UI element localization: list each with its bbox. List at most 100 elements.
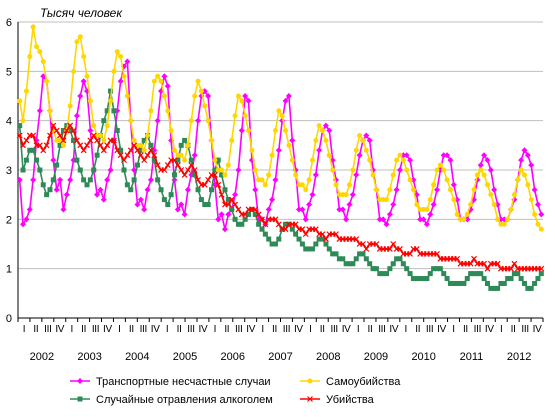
data-point bbox=[30, 176, 37, 183]
data-point bbox=[299, 206, 306, 213]
data-point bbox=[431, 266, 437, 272]
data-point bbox=[128, 118, 134, 124]
data-point bbox=[154, 162, 161, 168]
quarter-label: III bbox=[378, 324, 385, 335]
data-point bbox=[137, 196, 144, 203]
data-point bbox=[131, 137, 137, 143]
data-point bbox=[316, 123, 322, 129]
data-point bbox=[90, 132, 97, 139]
quarter-label: II bbox=[320, 324, 325, 335]
data-point bbox=[124, 58, 131, 65]
data-point bbox=[222, 172, 228, 178]
year-label: 2006 bbox=[221, 351, 245, 363]
data-point bbox=[289, 137, 296, 144]
data-point bbox=[182, 157, 188, 163]
data-point bbox=[121, 157, 127, 164]
data-point bbox=[57, 142, 63, 148]
quarter-label: III bbox=[283, 324, 290, 335]
legend-item-transport-accidents: Транспортные несчастные случаи bbox=[70, 376, 271, 388]
data-point bbox=[54, 162, 60, 168]
quarter-label: II bbox=[415, 324, 420, 335]
data-point bbox=[434, 266, 440, 272]
data-point bbox=[222, 187, 228, 193]
year-label: 2004 bbox=[125, 351, 149, 363]
data-point bbox=[181, 211, 188, 218]
data-point bbox=[484, 182, 490, 188]
quarter-label: I bbox=[500, 324, 502, 335]
data-point bbox=[205, 176, 212, 183]
data-point bbox=[396, 167, 403, 173]
data-point bbox=[134, 147, 141, 154]
data-point bbox=[293, 172, 299, 178]
data-point bbox=[390, 261, 396, 267]
data-point bbox=[101, 137, 107, 143]
data-point bbox=[118, 147, 124, 153]
data-point bbox=[124, 93, 130, 99]
data-point bbox=[309, 157, 315, 163]
quarter-label: III bbox=[187, 324, 194, 335]
data-point bbox=[495, 285, 501, 291]
data-point bbox=[521, 280, 527, 286]
data-point bbox=[528, 197, 534, 203]
data-point bbox=[37, 167, 43, 173]
data-point bbox=[219, 167, 225, 173]
quarter-label: II bbox=[511, 324, 516, 335]
data-point bbox=[137, 152, 144, 159]
data-point bbox=[306, 201, 313, 208]
data-point bbox=[40, 147, 47, 154]
data-point bbox=[97, 142, 104, 149]
data-point bbox=[312, 226, 319, 233]
data-point bbox=[286, 142, 292, 148]
data-point bbox=[488, 192, 494, 198]
data-point bbox=[30, 132, 37, 139]
data-point bbox=[191, 152, 198, 159]
data-point bbox=[232, 201, 238, 208]
data-point bbox=[296, 206, 303, 213]
data-point bbox=[414, 202, 420, 208]
data-point bbox=[117, 78, 124, 85]
data-point bbox=[195, 176, 201, 183]
data-point bbox=[73, 112, 80, 119]
data-point bbox=[23, 88, 29, 94]
data-point bbox=[420, 216, 427, 223]
data-point bbox=[478, 167, 484, 173]
data-point bbox=[326, 152, 332, 158]
data-point bbox=[380, 216, 387, 223]
data-point bbox=[44, 78, 50, 84]
data-point bbox=[195, 187, 201, 193]
data-point bbox=[57, 176, 64, 183]
data-point bbox=[229, 206, 235, 212]
data-point bbox=[16, 176, 23, 183]
quarter-label: IV bbox=[485, 324, 494, 335]
data-point bbox=[44, 192, 50, 198]
data-point bbox=[198, 88, 204, 94]
data-point bbox=[339, 206, 346, 213]
data-point bbox=[353, 236, 360, 242]
data-point bbox=[333, 251, 339, 257]
data-point bbox=[188, 118, 194, 124]
data-point bbox=[343, 261, 349, 267]
data-point bbox=[508, 265, 514, 272]
quarter-label: IV bbox=[151, 324, 160, 335]
data-point bbox=[110, 137, 117, 144]
data-point bbox=[387, 187, 393, 193]
data-point bbox=[80, 147, 87, 154]
data-point bbox=[17, 98, 23, 104]
data-point bbox=[60, 142, 66, 148]
series-line bbox=[18, 26, 542, 230]
data-point bbox=[47, 132, 53, 139]
data-point bbox=[40, 182, 46, 188]
data-point bbox=[141, 147, 147, 153]
data-point bbox=[474, 172, 480, 178]
data-point bbox=[67, 103, 73, 109]
data-point bbox=[292, 221, 299, 228]
data-point bbox=[471, 187, 477, 193]
data-point bbox=[306, 177, 312, 183]
data-point bbox=[326, 246, 332, 252]
data-point bbox=[87, 137, 94, 144]
data-point bbox=[215, 181, 222, 188]
data-point bbox=[394, 256, 400, 262]
quarter-label: III bbox=[235, 324, 242, 335]
